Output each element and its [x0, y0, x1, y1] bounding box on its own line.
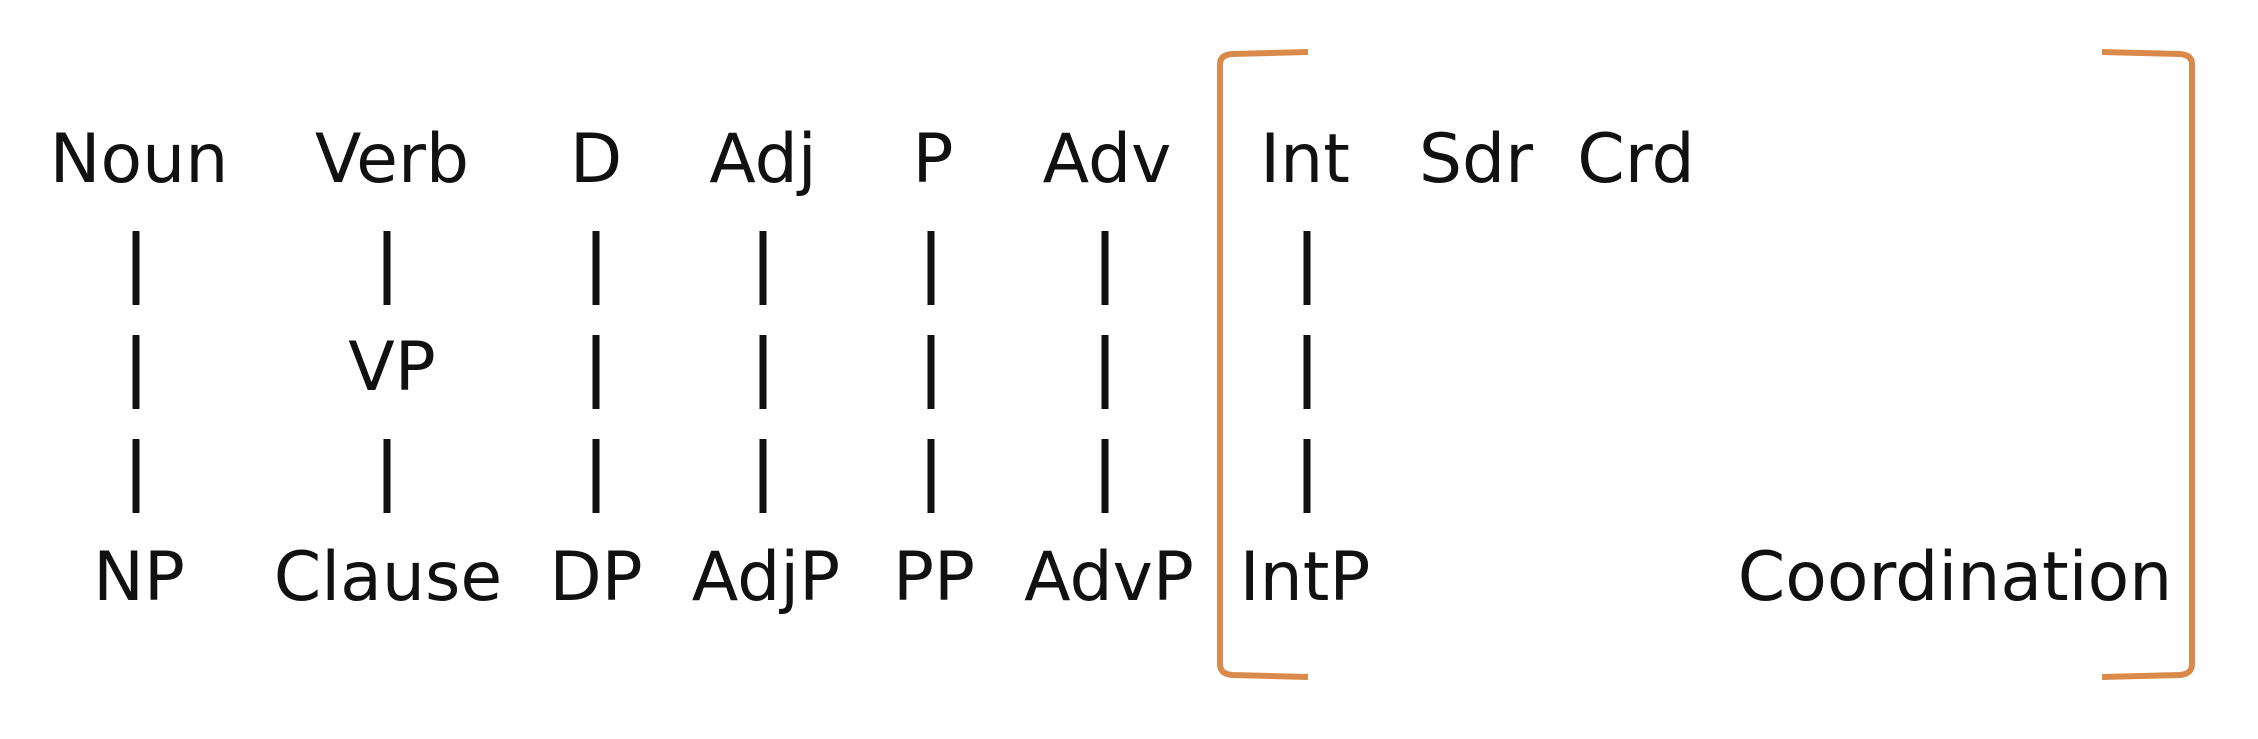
adj-connector-3 [759, 439, 767, 513]
adv-connector-2 [1101, 335, 1109, 409]
verb-connector-1 [383, 231, 391, 305]
p-connector-3 [927, 439, 935, 513]
intp-label: IntP [1239, 538, 1371, 617]
np-label: NP [93, 538, 185, 617]
vp-label: VP [348, 328, 436, 407]
adj-connector-2 [759, 335, 767, 409]
verb-label: Verb [314, 120, 470, 199]
noun-connector-2 [132, 335, 140, 409]
d-connector-3 [592, 439, 600, 513]
p-connector-2 [927, 335, 935, 409]
left-bracket [1217, 49, 1309, 680]
coordination-label: Coordination [1737, 538, 2173, 617]
noun-connector-3 [132, 439, 140, 513]
adv-connector-1 [1101, 231, 1109, 305]
pp-label: PP [892, 538, 976, 617]
adjp-label: AdjP [691, 538, 841, 617]
sdr-label: Sdr [1418, 120, 1534, 199]
advp-label: AdvP [1024, 538, 1194, 617]
dp-label: DP [549, 538, 643, 617]
p-connector-1 [927, 231, 935, 305]
adj-label: Adj [709, 120, 817, 199]
int-label: Int [1260, 120, 1350, 199]
crd-label: Crd [1577, 120, 1695, 199]
d-label: D [569, 120, 623, 199]
right-bracket [2101, 49, 2195, 680]
adv-label: Adv [1042, 120, 1172, 199]
verb-connector-2 [383, 439, 391, 513]
int-connector-2 [1303, 335, 1311, 409]
clause-label: Clause [273, 538, 503, 617]
noun-label: Noun [49, 120, 229, 199]
adj-connector-1 [759, 231, 767, 305]
adv-connector-3 [1101, 439, 1109, 513]
noun-connector-1 [132, 231, 140, 305]
d-connector-1 [592, 231, 600, 305]
int-connector-1 [1303, 231, 1311, 305]
d-connector-2 [592, 335, 600, 409]
int-connector-3 [1303, 439, 1311, 513]
p-label: P [912, 120, 954, 199]
